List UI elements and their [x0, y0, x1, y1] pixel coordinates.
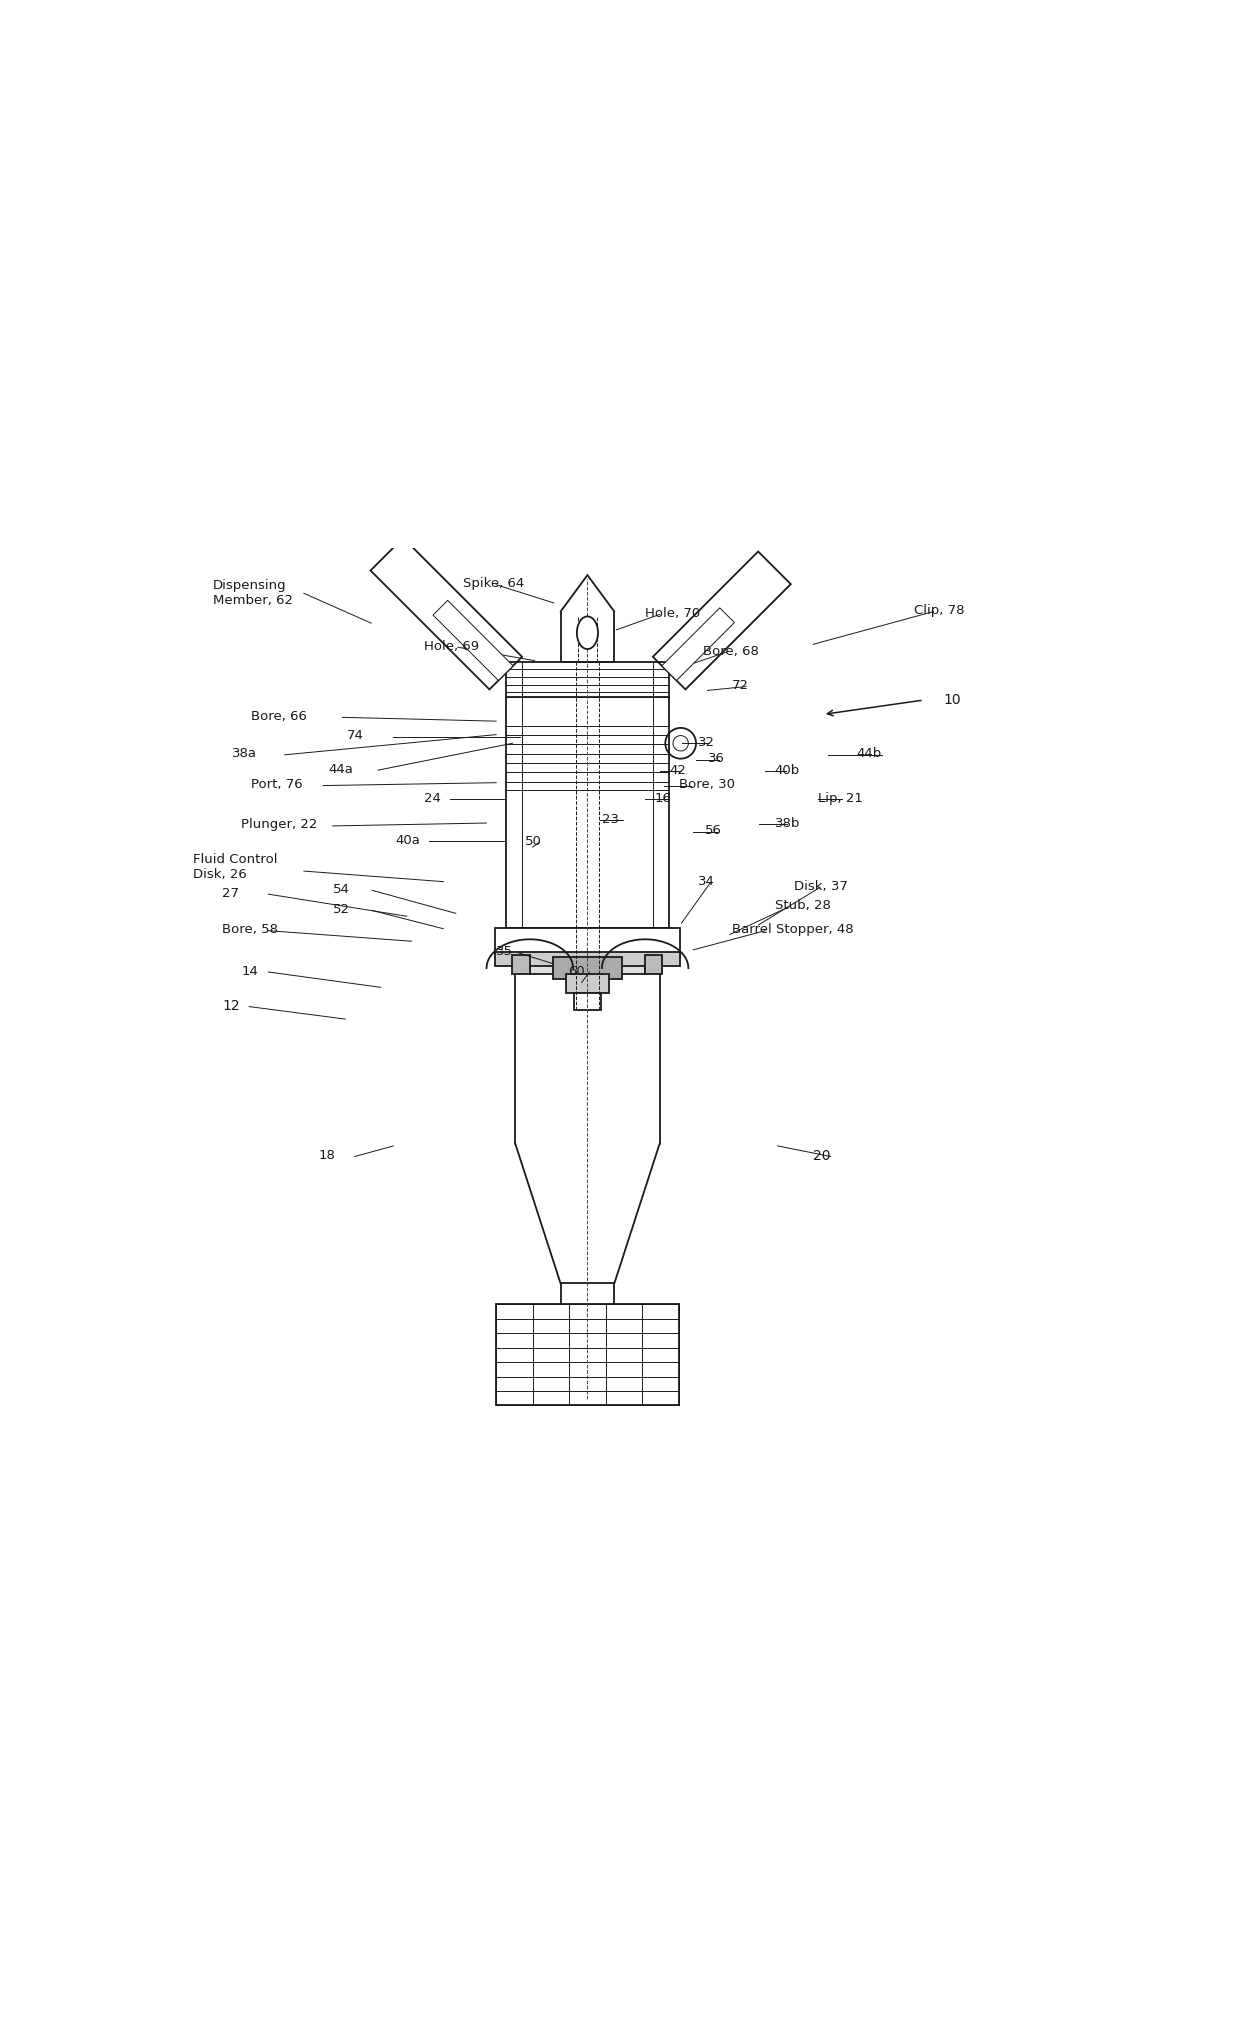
Text: Disk, 37: Disk, 37 [794, 880, 848, 892]
Text: Dispensing
Member, 62: Dispensing Member, 62 [213, 579, 293, 607]
Polygon shape [662, 607, 734, 680]
Text: 50: 50 [525, 835, 542, 847]
Bar [495, 951, 680, 966]
Text: 56: 56 [704, 825, 722, 837]
Bar [495, 927, 680, 957]
Text: 35: 35 [496, 945, 513, 957]
Bar [512, 955, 529, 974]
Text: 42: 42 [670, 764, 686, 776]
Text: Bore, 30: Bore, 30 [678, 778, 735, 790]
Text: 40b: 40b [775, 764, 800, 776]
Polygon shape [433, 601, 513, 680]
Text: 12: 12 [222, 998, 239, 1012]
Text: 44b: 44b [857, 748, 882, 760]
Text: 23: 23 [601, 813, 619, 825]
Text: 16: 16 [655, 792, 672, 805]
Text: Lip, 21: Lip, 21 [818, 792, 863, 805]
Text: 32: 32 [698, 735, 715, 750]
Bar [506, 697, 670, 927]
Text: Spike, 64: Spike, 64 [463, 576, 523, 591]
Text: Clip, 78: Clip, 78 [914, 605, 965, 617]
Text: 20: 20 [813, 1149, 831, 1163]
Text: 38b: 38b [775, 817, 800, 829]
Bar [634, 868, 645, 882]
Text: Fluid Control
Disk, 26: Fluid Control Disk, 26 [193, 854, 278, 882]
Bar [574, 994, 601, 1010]
Text: 52: 52 [332, 902, 350, 917]
Text: Port, 76: Port, 76 [250, 778, 303, 790]
Text: 34: 34 [698, 876, 714, 888]
Bar [546, 786, 629, 807]
Text: 10: 10 [942, 693, 961, 707]
Text: 54: 54 [332, 882, 350, 896]
Text: Hole, 69: Hole, 69 [424, 640, 479, 652]
Text: 40a: 40a [396, 833, 420, 847]
Bar [496, 1304, 678, 1406]
Text: 74: 74 [347, 729, 365, 741]
Bar [529, 868, 542, 882]
Text: Plunger, 22: Plunger, 22 [242, 819, 317, 831]
Text: 27: 27 [222, 886, 239, 900]
Text: 60: 60 [568, 966, 585, 978]
Bar [529, 957, 645, 974]
Text: Stub, 28: Stub, 28 [775, 898, 831, 913]
Ellipse shape [577, 617, 598, 650]
Text: Bore, 68: Bore, 68 [703, 644, 759, 658]
Text: Bore, 58: Bore, 58 [222, 923, 278, 937]
Text: 72: 72 [732, 678, 749, 693]
Text: 14: 14 [242, 966, 258, 978]
Bar [645, 955, 662, 974]
Text: 24: 24 [424, 792, 441, 805]
Text: 38a: 38a [232, 748, 257, 760]
Bar [567, 974, 609, 994]
Text: Hole, 70: Hole, 70 [645, 607, 701, 619]
Bar [560, 1283, 614, 1304]
Bar [553, 957, 622, 978]
Bar [568, 876, 606, 927]
Text: 44a: 44a [327, 762, 353, 776]
Text: 36: 36 [708, 752, 724, 766]
Text: Barrel Stopper, 48: Barrel Stopper, 48 [732, 923, 853, 937]
Text: 18: 18 [319, 1149, 335, 1161]
Bar [506, 662, 670, 697]
Text: Bore, 66: Bore, 66 [250, 709, 308, 723]
